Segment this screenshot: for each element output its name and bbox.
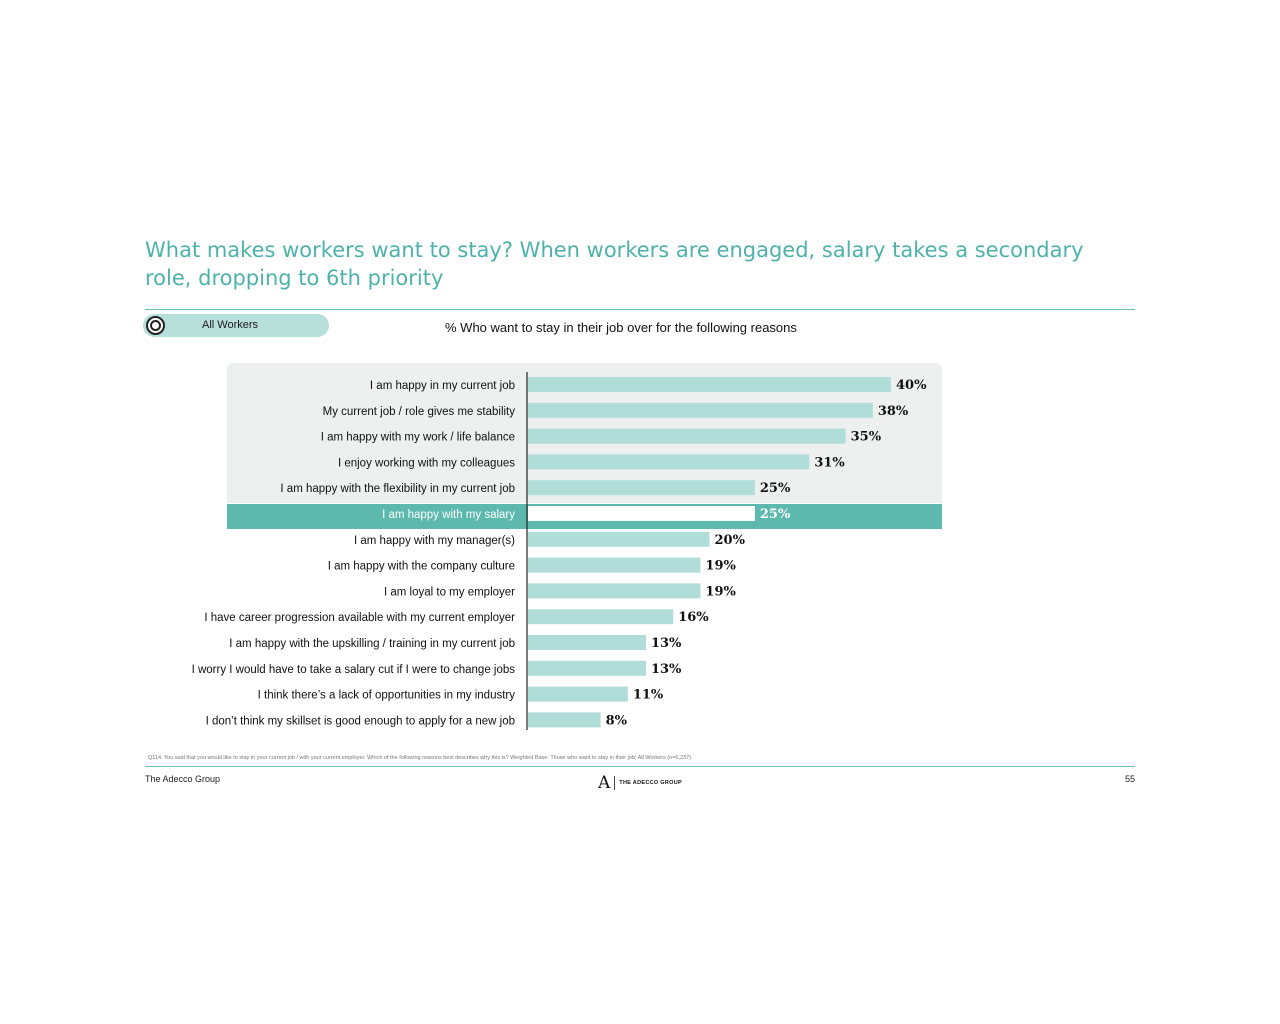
bar xyxy=(528,377,891,392)
bar xyxy=(528,506,755,521)
logo-separator xyxy=(614,776,616,790)
category-label: I am happy with my manager(s) xyxy=(354,535,515,547)
data-label: 16% xyxy=(678,610,709,625)
category-label: I am happy with the upskilling / trainin… xyxy=(229,638,515,650)
category-label: I have career progression available with… xyxy=(204,612,515,624)
category-label: I am happy in my current job xyxy=(370,380,515,392)
data-label: 25% xyxy=(760,507,791,522)
bar xyxy=(528,686,628,702)
filter-label: All Workers xyxy=(202,319,259,331)
data-label: 11% xyxy=(633,688,664,703)
filter-pill[interactable]: All Workers xyxy=(143,314,329,337)
category-label: I am loyal to my employer xyxy=(384,586,515,598)
bar xyxy=(528,635,646,650)
title-divider xyxy=(145,309,1135,310)
data-label: 13% xyxy=(651,662,682,677)
logo-mark: A xyxy=(598,773,611,793)
page-title: What makes workers want to stay? When wo… xyxy=(145,238,1084,290)
radio-icon xyxy=(146,316,165,335)
data-label: 19% xyxy=(705,584,736,599)
bar xyxy=(528,557,701,573)
adecco-logo: A THE ADECCO GROUP xyxy=(598,773,682,793)
category-label: I worry I would have to take a salary cu… xyxy=(192,664,516,676)
footer-company: The Adecco Group xyxy=(145,774,221,784)
bar xyxy=(528,428,846,444)
category-label: My current job / role gives me stability xyxy=(323,406,516,418)
page-number: 55 xyxy=(1125,774,1136,784)
footnote: Q114. You said that you would like to st… xyxy=(148,755,691,761)
bar xyxy=(528,712,601,728)
data-label: 35% xyxy=(851,430,882,445)
bar xyxy=(528,454,810,470)
category-label: I think there’s a lack of opportunities … xyxy=(258,690,516,702)
bar xyxy=(528,583,701,599)
data-label: 40% xyxy=(896,378,927,393)
data-label: 13% xyxy=(651,636,682,651)
footer-divider xyxy=(145,766,1135,767)
category-label: I am happy with the company culture xyxy=(328,561,515,573)
logo-text: THE ADECCO GROUP xyxy=(619,780,682,786)
chart-title: % Who want to stay in their job over for… xyxy=(445,320,797,335)
bar xyxy=(528,480,755,496)
data-label: 31% xyxy=(814,455,845,470)
data-label: 8% xyxy=(606,713,628,728)
data-label: 19% xyxy=(705,559,736,574)
data-label: 25% xyxy=(760,481,791,496)
bar xyxy=(528,531,710,547)
category-label: I am happy with my salary xyxy=(382,509,515,521)
bar xyxy=(528,609,674,625)
category-label: I am happy with the flexibility in my cu… xyxy=(280,483,515,495)
category-label: I enjoy working with my colleagues xyxy=(338,457,515,469)
data-label: 20% xyxy=(715,533,746,548)
category-label: I don’t think my skillset is good enough… xyxy=(206,715,515,727)
category-label: I am happy with my work / life balance xyxy=(321,432,515,444)
bar xyxy=(528,660,646,676)
data-label: 38% xyxy=(878,404,909,419)
bar xyxy=(528,402,873,418)
